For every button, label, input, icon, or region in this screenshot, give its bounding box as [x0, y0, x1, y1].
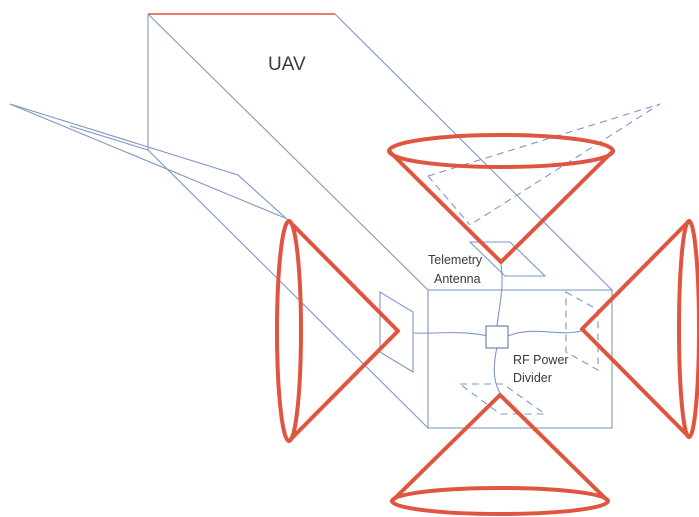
- rf-cables: [412, 257, 586, 397]
- uav-label: UAV: [268, 54, 306, 75]
- horn-antennas: [275, 133, 699, 516]
- horn-antenna-left: [275, 219, 400, 443]
- telemetry-antenna-label-line2: Antenna: [434, 272, 481, 286]
- feed-plates: [379, 241, 599, 415]
- uav-tail-fin: [427, 103, 661, 226]
- uav-body: [147, 13, 613, 429]
- cable-top: [496, 257, 503, 327]
- telemetry-antenna-label-line1: Telemetry: [428, 253, 483, 267]
- feed-plate-bottom: [458, 383, 547, 415]
- horn-antenna-top: [387, 133, 615, 264]
- horn-antenna-bottom: [390, 393, 610, 516]
- cable-right: [507, 329, 586, 337]
- horn-antenna-right: [580, 219, 699, 439]
- feed-plate-right: [565, 291, 599, 371]
- feed-plate-left: [379, 291, 414, 373]
- rf-power-divider: [485, 325, 509, 349]
- uav-wing: [9, 103, 291, 223]
- rf-power-divider-label-line2: Divider: [513, 371, 552, 385]
- feed-plate-top: [468, 241, 547, 277]
- cable-left: [412, 332, 489, 337]
- rf-power-divider-label-line1: RF Power: [513, 353, 569, 367]
- cable-bottom: [493, 346, 503, 397]
